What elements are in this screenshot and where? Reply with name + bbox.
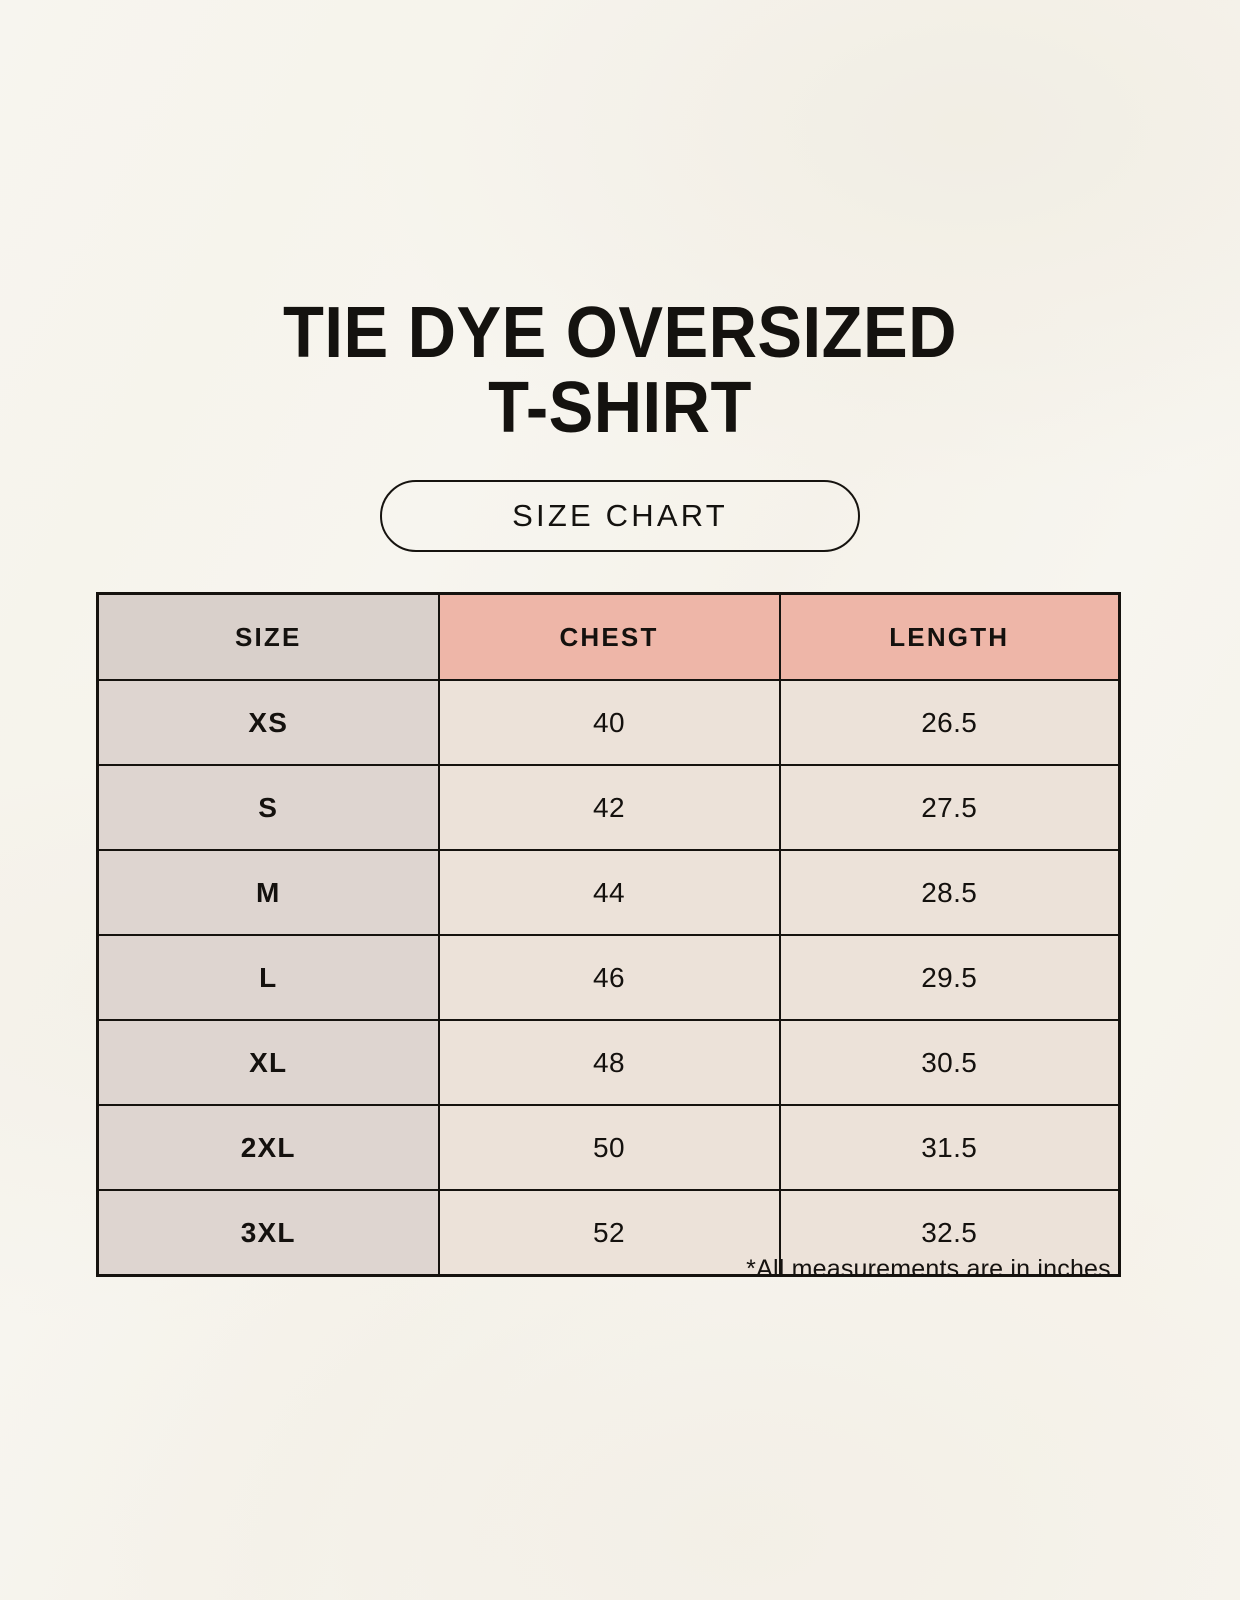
column-header-size: SIZE <box>96 592 440 681</box>
cell-size: L <box>96 934 440 1021</box>
cell-size: M <box>96 849 440 936</box>
table-header-row: SIZE CHEST LENGTH <box>96 592 1121 681</box>
cell-chest: 40 <box>437 679 781 766</box>
cell-length: 32.5 <box>778 1189 1121 1277</box>
cell-length: 26.5 <box>778 679 1121 766</box>
table-row: L 46 29.5 <box>96 934 1121 1021</box>
size-chart-badge-container: SIZE CHART <box>0 480 1240 552</box>
cell-length: 30.5 <box>778 1019 1121 1106</box>
cell-size: XS <box>96 679 440 766</box>
cell-size: XL <box>96 1019 440 1106</box>
column-header-length: LENGTH <box>778 592 1121 681</box>
measurement-units-note: *All measurements are in inches. <box>746 1255 1118 1283</box>
cell-length: 31.5 <box>778 1104 1121 1191</box>
table-row: M 44 28.5 <box>96 849 1121 936</box>
size-chart-table: SIZE CHEST LENGTH XS 40 26.5 S 42 27.5 M… <box>96 592 1121 1277</box>
cell-chest: 50 <box>437 1104 781 1191</box>
cell-size: 3XL <box>96 1189 440 1277</box>
table-row: S 42 27.5 <box>96 764 1121 851</box>
table-body: XS 40 26.5 S 42 27.5 M 44 28.5 L 46 29.5… <box>96 679 1121 1277</box>
table-row: 2XL 50 31.5 <box>96 1104 1121 1191</box>
cell-size: 2XL <box>96 1104 440 1191</box>
cell-size: S <box>96 764 440 851</box>
cell-chest: 42 <box>437 764 781 851</box>
cell-chest: 46 <box>437 934 781 1021</box>
size-chart-badge: SIZE CHART <box>380 480 860 552</box>
cell-length: 29.5 <box>778 934 1121 1021</box>
cell-chest: 44 <box>437 849 781 936</box>
cell-chest: 48 <box>437 1019 781 1106</box>
column-header-chest: CHEST <box>437 592 781 681</box>
page-title: TIE DYE OVERSIZED T-SHIRT <box>283 293 957 448</box>
table-row: XS 40 26.5 <box>96 679 1121 766</box>
table-row: XL 48 30.5 <box>96 1019 1121 1106</box>
cell-chest: 52 <box>437 1189 781 1277</box>
cell-length: 28.5 <box>778 849 1121 936</box>
cell-length: 27.5 <box>778 764 1121 851</box>
table-row: 3XL 52 32.5 <box>96 1189 1121 1277</box>
